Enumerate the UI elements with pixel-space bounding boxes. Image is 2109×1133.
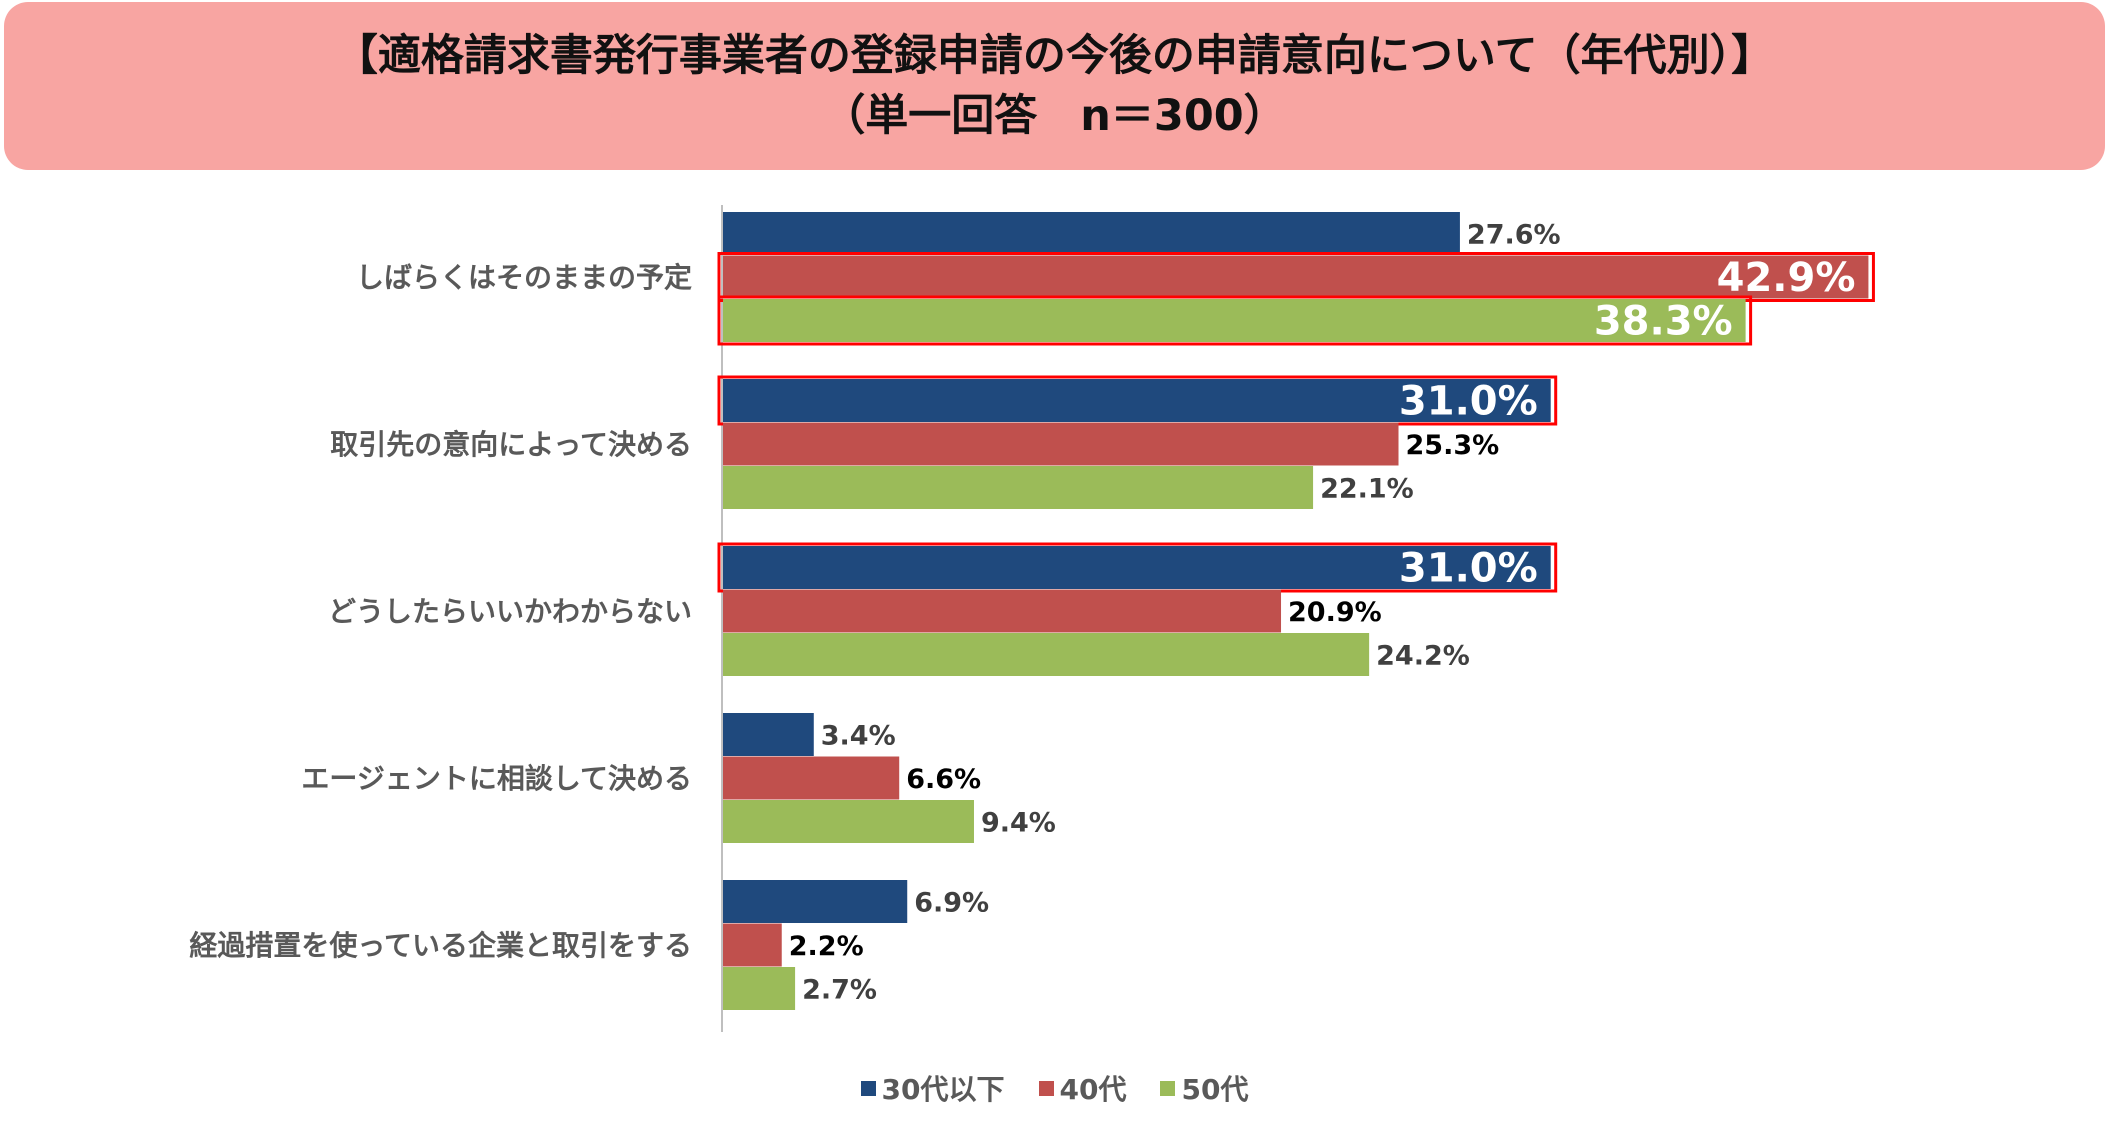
legend-item: 40代 [1038,1068,1127,1108]
bar-40s [723,756,900,800]
bar-30s [723,212,1460,255]
legend-item: 50代 [1160,1068,1248,1108]
bar-30s [723,546,1551,589]
legend-label: 50代 [1181,1073,1249,1106]
bar-50s [723,466,1314,509]
data-label-highlight: 38.3% [1594,299,1733,345]
legend-item: 30代以下 [860,1068,1005,1108]
legend-label: 40代 [1059,1073,1127,1106]
legend-swatch [1038,1080,1054,1096]
bar-30s [723,880,908,923]
title-banner: 【適格請求書発行事業者の登録申請の今後の申請意向について（年代別）】 （単一回答… [4,2,2105,170]
bar-40s [723,923,782,967]
legend-swatch [1160,1080,1176,1096]
data-label-highlight: 31.0% [1399,546,1538,592]
data-label: 6.9% [914,888,989,919]
bar-50s [723,967,796,1010]
data-label: 22.1% [1320,474,1414,505]
highlight-box [717,295,1753,346]
data-label: 25.3% [1406,430,1500,461]
data-label-highlight: 31.0% [1399,379,1538,425]
bar-40s [723,589,1282,633]
legend: 30代以下 40代 50代 [0,1068,2109,1108]
category-label: どうしたらいいかわからない [328,595,692,628]
data-label: 3.4% [821,721,896,752]
category-label: 取引先の意向によって決める [330,428,692,461]
data-label: 20.9% [1288,597,1382,628]
chart-title: 【適格請求書発行事業者の登録申請の今後の申請意向について（年代別）】 [334,31,1775,81]
category-label: 経過措置を使っている企業と取引をする [189,929,692,962]
data-label: 6.6% [906,764,981,795]
bar-30s [723,379,1551,422]
legend-swatch [860,1080,876,1096]
data-label: 2.7% [802,975,877,1006]
bar-30s [723,713,814,756]
data-label: 2.2% [789,931,864,962]
bar-50s [723,299,1746,342]
bar-50s [723,633,1370,676]
bar-50s [723,800,974,843]
category-label: しばらくはそのままの予定 [356,261,692,294]
bar-40s [723,255,1869,299]
data-label: 24.2% [1376,641,1470,672]
category-label: エージェントに相談して決める [301,762,692,795]
data-label: 27.6% [1467,220,1561,251]
legend-label: 30代以下 [881,1073,1005,1106]
data-label: 9.4% [981,808,1056,839]
bar-40s [723,422,1399,466]
chart-subtitle: （単一回答 n＝300） [822,91,1287,141]
data-label-highlight: 42.9% [1717,255,1856,301]
